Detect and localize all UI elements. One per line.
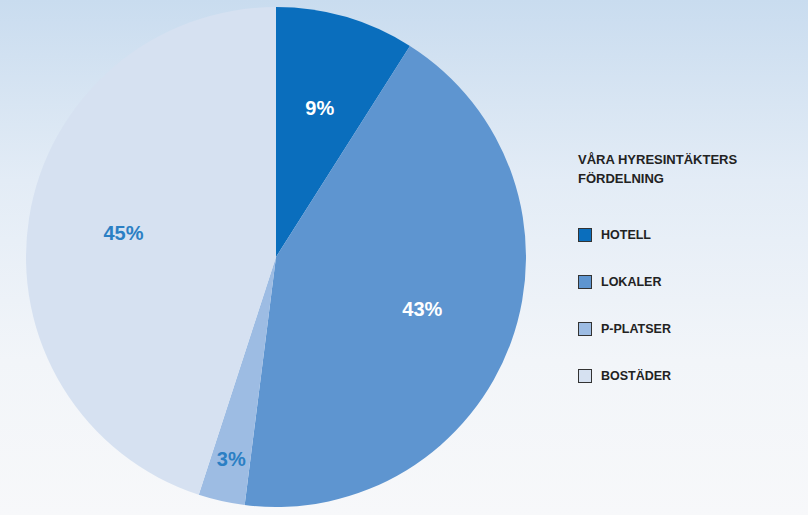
html-text:BOSTÄDER: BOSTÄDER — [601, 368, 672, 383]
html-text:VÅRA HYRESINTÄKTERS FÖRDELNING: VÅRA HYRESINTÄKTERS FÖRDELNING — [578, 152, 738, 186]
html-text:LOKALER: LOKALER — [601, 274, 662, 289]
html-text:P-PLATSER: P-PLATSER — [601, 321, 671, 336]
svg-text:43%: 43% — [402, 298, 442, 320]
svg-text:9%: 9% — [305, 97, 334, 119]
svg-text:3%: 3% — [217, 448, 246, 470]
html-text:HOTELL: HOTELL — [601, 227, 651, 242]
svg-text:45%: 45% — [103, 222, 143, 244]
